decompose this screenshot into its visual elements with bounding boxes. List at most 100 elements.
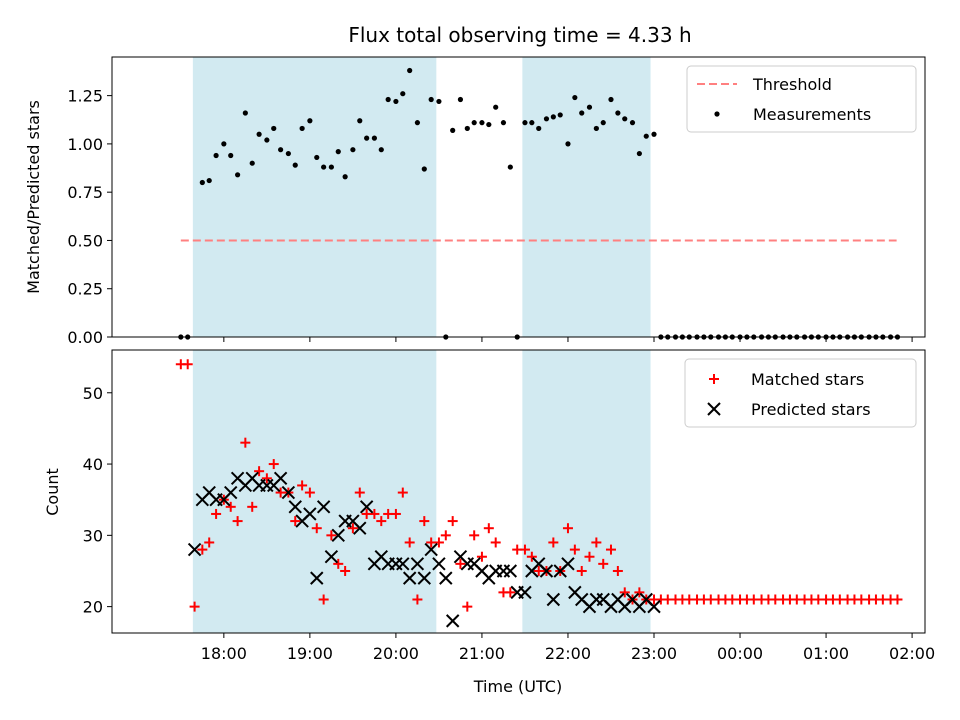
measurement-point bbox=[357, 118, 363, 124]
measurement-point bbox=[292, 162, 298, 168]
predicted-star-marker bbox=[310, 571, 324, 585]
matched-star-marker bbox=[304, 487, 315, 498]
measurement-point bbox=[536, 125, 542, 132]
bottom-x-axis-ticks: 18:00 19:00 20:00 21:00 22:00 23:00 00:00 01:00… bbox=[201, 633, 935, 663]
measurement-point bbox=[543, 116, 550, 122]
top-x-axis-ticks bbox=[223, 337, 913, 342]
matched-star-marker bbox=[412, 594, 423, 605]
measurement-point bbox=[206, 177, 212, 184]
count-points-layer bbox=[175, 359, 903, 628]
measurement-point bbox=[493, 104, 499, 110]
measurement-point bbox=[471, 120, 477, 126]
predicted-star-marker-b bbox=[432, 557, 446, 571]
predicted-star-marker-b bbox=[288, 500, 302, 514]
predicted-star-marker-b bbox=[424, 542, 438, 557]
bottom-y-tick-label: 50 bbox=[83, 384, 103, 403]
matched-star-marker bbox=[326, 530, 337, 541]
matched-star-marker bbox=[892, 594, 903, 605]
measurement-point bbox=[414, 120, 421, 126]
matched-star-marker bbox=[562, 523, 573, 534]
measurement-point bbox=[636, 150, 642, 157]
matched-star-marker bbox=[634, 587, 645, 598]
matched-star-marker bbox=[204, 537, 215, 548]
measurement-point bbox=[249, 160, 255, 166]
threshold-legend-label: Threshold bbox=[752, 75, 832, 94]
predicted-stars-legend-label: Predicted stars bbox=[751, 400, 871, 419]
predicted-star-marker bbox=[647, 599, 661, 614]
predicted-star-marker bbox=[546, 592, 561, 607]
predicted-star-marker-b bbox=[224, 485, 238, 500]
measurement-point bbox=[436, 98, 442, 105]
measurement-point bbox=[643, 133, 649, 139]
top-y-axis-ticks: 0.00 0.25 0.50 0.75 1.00 1.25 bbox=[67, 87, 112, 347]
matched-star-marker bbox=[576, 565, 587, 576]
matched-star-marker bbox=[182, 359, 193, 370]
predicted-star-marker-b bbox=[568, 585, 582, 600]
measurement-point bbox=[629, 120, 636, 126]
measurement-point bbox=[522, 120, 528, 126]
predicted-star-marker bbox=[316, 500, 331, 514]
measurement-point bbox=[579, 110, 585, 116]
predicted-star-marker-b bbox=[417, 571, 432, 585]
observation-window-shade bbox=[192, 57, 437, 337]
top-observation-shading bbox=[192, 57, 651, 337]
measurement-point bbox=[371, 135, 377, 141]
bottom-y-tick-label: 40 bbox=[83, 455, 103, 474]
predicted-star-marker-b bbox=[273, 471, 288, 486]
predicted-star-marker-b bbox=[546, 592, 561, 607]
predicted-star-marker bbox=[331, 528, 345, 543]
measurements-legend-swatch bbox=[714, 111, 720, 117]
predicted-star-marker-b bbox=[639, 592, 653, 607]
measurement-point bbox=[335, 149, 341, 155]
top-y-axis-label: Matched/Predicted stars bbox=[24, 100, 43, 294]
measurement-point bbox=[264, 137, 270, 143]
matched-star-marker bbox=[225, 501, 236, 512]
matched-star-marker bbox=[261, 473, 272, 484]
bottom-x-tick-label: 23:00 bbox=[631, 644, 677, 663]
predicted-star-marker-b bbox=[467, 557, 481, 571]
matched-star-marker bbox=[476, 551, 487, 562]
matched-stars-legend-swatch bbox=[709, 374, 719, 384]
bottom-axes-frame bbox=[111, 349, 926, 634]
matched-star-marker bbox=[619, 587, 630, 598]
measurement-point bbox=[199, 179, 205, 186]
top-y-tick-label: 0.50 bbox=[67, 231, 103, 250]
bottom-y-tick-label: 30 bbox=[83, 526, 103, 545]
measurement-point bbox=[500, 120, 507, 126]
matched-star-marker bbox=[290, 516, 301, 527]
measurement-point bbox=[400, 91, 406, 97]
predicted-star-marker-b bbox=[518, 585, 532, 600]
predicted-star-marker-b bbox=[503, 564, 518, 578]
measurement-point bbox=[256, 131, 262, 137]
matched-star-marker bbox=[189, 601, 200, 612]
bottom-y-axis-ticks: 20 30 40 50 bbox=[83, 384, 112, 617]
predicted-star-marker bbox=[518, 585, 532, 600]
matched-star-marker bbox=[240, 437, 251, 448]
matched-stars-legend-label: Matched stars bbox=[751, 370, 864, 389]
predicted-star-marker bbox=[445, 614, 460, 628]
predicted-star-marker bbox=[303, 507, 317, 521]
measurement-point bbox=[486, 121, 492, 128]
matched-star-marker bbox=[526, 551, 537, 562]
measurement-point bbox=[299, 125, 305, 132]
measurement-point bbox=[593, 125, 599, 132]
predicted-star-marker-b bbox=[202, 485, 216, 500]
bottom-x-tick-label: 18:00 bbox=[201, 644, 247, 663]
matched-star-marker bbox=[247, 501, 258, 512]
top-y-tick-label: 1.25 bbox=[67, 87, 103, 106]
predicted-star-marker-b bbox=[539, 564, 554, 578]
measurement-point bbox=[321, 164, 327, 170]
measurement-point bbox=[242, 110, 248, 116]
predicted-star-marker-b bbox=[410, 557, 425, 571]
bottom-x-tick-label: 19:00 bbox=[287, 644, 333, 663]
predicted-star-marker-b bbox=[453, 550, 468, 564]
observation-window-shade bbox=[522, 350, 651, 633]
predicted-star-marker-b bbox=[625, 592, 640, 607]
predicted-star-marker bbox=[561, 557, 575, 571]
measurement-point bbox=[278, 147, 284, 153]
predicted-star-marker bbox=[439, 571, 453, 585]
measurement-point bbox=[393, 98, 399, 105]
predicted-star-marker bbox=[417, 571, 432, 585]
predicted-star-marker bbox=[432, 557, 446, 571]
bottom-x-tick-label: 01:00 bbox=[803, 644, 849, 663]
